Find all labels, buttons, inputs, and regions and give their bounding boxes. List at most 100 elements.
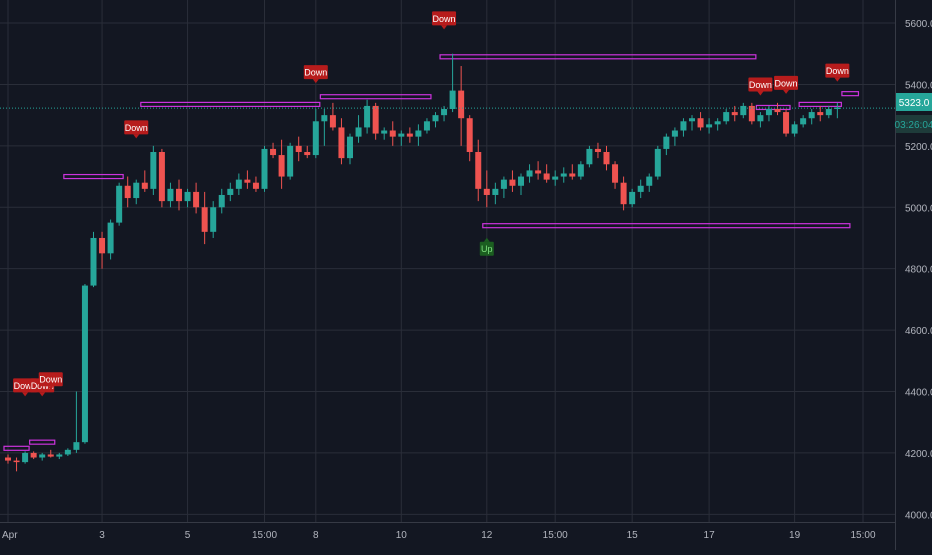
price-tick-label: 5400.0 xyxy=(905,80,932,91)
candle-body xyxy=(561,173,567,176)
candle xyxy=(108,220,114,260)
candle-body xyxy=(415,131,421,137)
candle-body xyxy=(22,453,28,462)
candle xyxy=(484,170,490,207)
candle xyxy=(364,100,370,134)
candle-body xyxy=(116,186,122,223)
candle-body xyxy=(219,195,225,207)
candle xyxy=(638,180,644,198)
candle-body xyxy=(39,454,45,457)
candle-body xyxy=(595,149,601,152)
candle-body xyxy=(578,164,584,176)
signal-text: Down xyxy=(39,375,62,385)
candle xyxy=(356,115,362,143)
candle-body xyxy=(817,112,823,115)
candle-body xyxy=(655,149,661,177)
candle xyxy=(193,183,199,214)
candle xyxy=(296,137,302,162)
candle-body xyxy=(99,238,105,253)
candle xyxy=(655,146,661,180)
signal-text: Up xyxy=(481,244,493,254)
candle xyxy=(527,164,533,182)
candle xyxy=(535,161,541,179)
candle-body xyxy=(689,118,695,121)
candle-body xyxy=(800,118,806,124)
last-price-label: 5323.0 xyxy=(899,98,930,109)
signal-text: Down xyxy=(826,66,849,76)
candle-body xyxy=(356,127,362,136)
candle-body xyxy=(73,442,79,450)
candle xyxy=(424,118,430,133)
candle-body xyxy=(492,189,498,195)
candle xyxy=(287,143,293,180)
signal-pointer xyxy=(484,238,490,242)
candle-body xyxy=(398,134,404,137)
candle xyxy=(5,454,11,463)
candle-body xyxy=(757,115,763,121)
time-tick-label: 10 xyxy=(396,530,408,541)
candle-body xyxy=(193,192,199,207)
candle-body xyxy=(5,458,11,461)
candle-body xyxy=(569,173,575,176)
candle xyxy=(313,109,319,158)
candle xyxy=(757,112,763,127)
candle-body xyxy=(296,146,302,152)
candle xyxy=(321,109,327,146)
candle-body xyxy=(509,180,515,186)
candle-body xyxy=(672,131,678,137)
candle xyxy=(219,189,225,214)
candle xyxy=(330,103,336,131)
candle xyxy=(450,54,456,112)
level-lines xyxy=(4,55,858,451)
time-tick-label: 15 xyxy=(627,530,639,541)
candle-body xyxy=(108,223,114,254)
signal-text: Down xyxy=(749,80,772,90)
candle-body xyxy=(133,183,139,198)
signal-down-label: Down xyxy=(124,120,148,138)
candle xyxy=(672,127,678,145)
candle-body xyxy=(441,109,447,115)
candle xyxy=(715,118,721,130)
candle-body xyxy=(381,131,387,134)
candle xyxy=(65,448,71,456)
candle-body xyxy=(330,115,336,127)
candle xyxy=(167,183,173,208)
candle-body xyxy=(48,454,54,456)
candle-body xyxy=(621,183,627,204)
candle xyxy=(612,161,618,189)
candle-body xyxy=(176,189,182,201)
candle-body xyxy=(535,170,541,173)
candle xyxy=(270,143,276,158)
candle xyxy=(578,161,584,179)
candle xyxy=(91,232,97,287)
time-tick-label: Apr xyxy=(2,530,18,541)
signal-pointer xyxy=(133,134,139,138)
candle-body xyxy=(527,170,533,176)
candle xyxy=(39,453,45,461)
candle-body xyxy=(227,189,233,195)
candle xyxy=(740,103,746,118)
candle xyxy=(663,134,669,155)
candle-body xyxy=(364,106,370,127)
signal-labels: DownDownDownDownDownDownUpDownDownDown xyxy=(13,11,849,396)
candle-body xyxy=(253,183,259,189)
candle-body xyxy=(236,180,242,189)
candle xyxy=(210,201,216,238)
candle-body xyxy=(407,134,413,137)
candle xyxy=(809,109,815,124)
candle xyxy=(390,121,396,146)
candle-body xyxy=(809,112,815,118)
candle-body xyxy=(210,207,216,232)
candle xyxy=(604,146,610,171)
candle-body xyxy=(82,286,88,443)
candle xyxy=(629,189,635,207)
candle xyxy=(133,180,139,205)
signal-down-label: Down xyxy=(748,77,772,95)
signal-pointer xyxy=(783,90,789,94)
candle xyxy=(749,103,755,124)
candle-body xyxy=(347,137,353,158)
resistance-level xyxy=(842,92,859,96)
candle-body xyxy=(723,112,729,121)
